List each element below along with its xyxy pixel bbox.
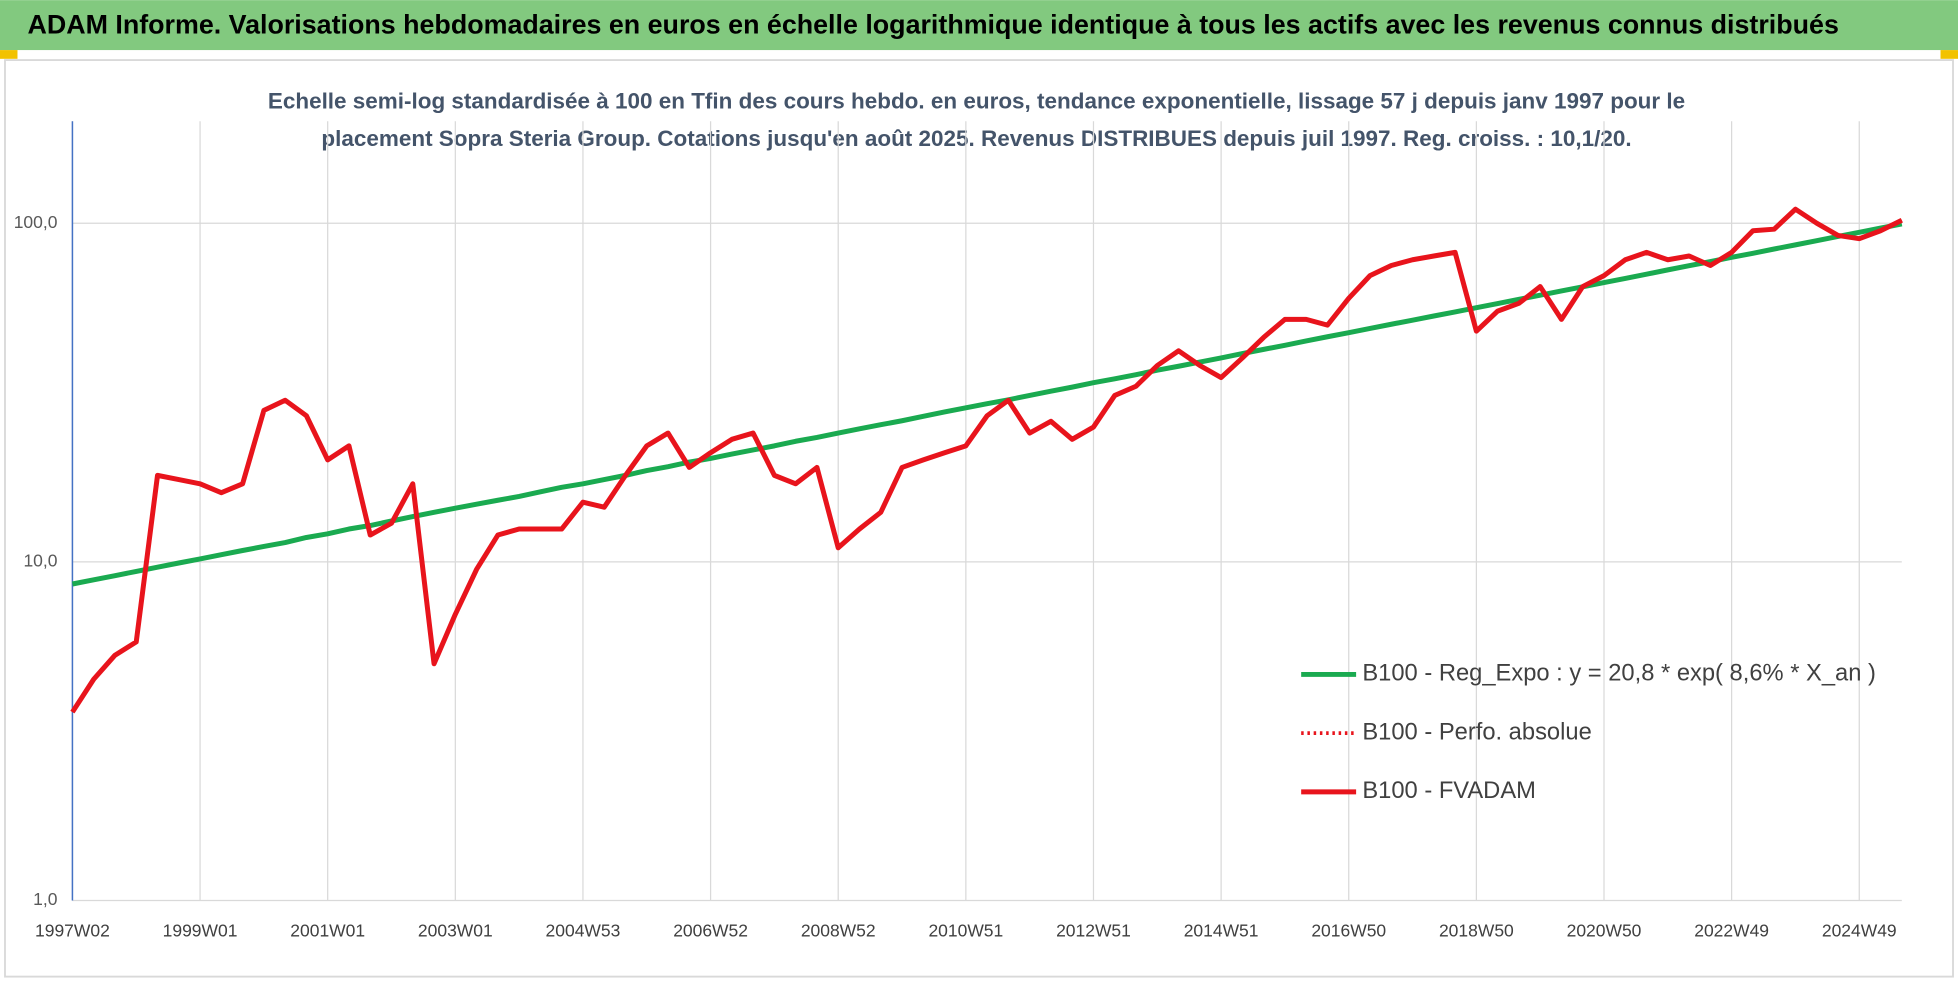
series-line [70, 206, 1903, 714]
x-tick-label: 2012W51 [1056, 920, 1131, 940]
y-tick-label: 10,0 [23, 550, 57, 570]
x-tick-label: 2014W51 [1184, 920, 1259, 940]
x-tick-label: 1999W01 [163, 920, 238, 940]
chart-title: ADAM Informe. Valorisations hebdomadaire… [27, 9, 1838, 39]
x-tick-label: 2010W51 [928, 920, 1003, 940]
x-tick-label: 2022W49 [1694, 920, 1769, 940]
x-tick-label: 2018W50 [1439, 920, 1514, 940]
legend-label: B100 - Perfo. absolue [1362, 719, 1591, 745]
legend-label: B100 - FVADAM [1362, 778, 1536, 804]
header-band [0, 0, 1958, 51]
x-tick-label: 2020W50 [1567, 920, 1642, 940]
x-tick-label: 2006W52 [673, 920, 748, 940]
x-tick-label: 1997W02 [35, 920, 110, 940]
y-tick-label: 100,0 [14, 212, 58, 232]
x-tick-label: 2001W01 [290, 920, 365, 940]
x-tick-label: 2016W50 [1311, 920, 1386, 940]
x-tick-label: 2004W53 [546, 920, 621, 940]
y-tick-label: 1,0 [33, 889, 58, 909]
subtitle: Echelle semi-log standardisée à 100 en T… [268, 88, 1685, 113]
legend-label: B100 - Reg_Expo : y = 20,8 * exp( 8,6% *… [1362, 661, 1876, 687]
corner-mark [0, 50, 18, 59]
series-line [71, 221, 1903, 587]
x-tick-label: 2003W01 [418, 920, 493, 940]
corner-mark [1940, 50, 1958, 59]
x-tick-label: 2024W49 [1822, 920, 1897, 940]
chart-border [4, 59, 1954, 978]
subtitle: placement Sopra Steria Group. Cotations … [321, 126, 1631, 151]
x-tick-label: 2008W52 [801, 920, 876, 940]
